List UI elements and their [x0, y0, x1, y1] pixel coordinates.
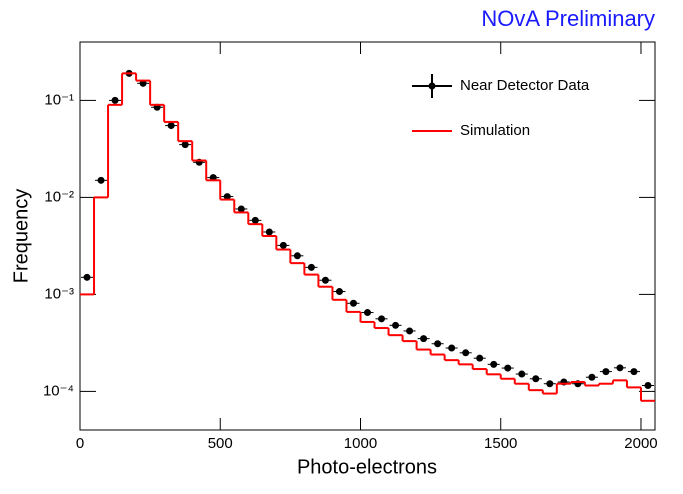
data-point — [251, 216, 259, 224]
x-tick-label: 1500 — [484, 435, 517, 452]
data-point — [532, 375, 540, 383]
data-point — [111, 96, 119, 104]
data-point — [462, 349, 470, 357]
data-point — [349, 299, 357, 307]
data-point — [293, 252, 301, 260]
y-axis-label: Frequency — [10, 189, 32, 284]
x-tick-label: 1000 — [344, 435, 377, 452]
y-tick-label: 10⁻⁴ — [43, 382, 74, 399]
x-tick-label: 500 — [208, 435, 233, 452]
data-point — [630, 368, 638, 376]
x-tick-label: 2000 — [624, 435, 657, 452]
chart-title: NOvA Preliminary — [481, 6, 655, 31]
data-point — [504, 364, 512, 372]
data-point — [181, 141, 189, 149]
data-point — [335, 288, 343, 296]
y-tick-label: 10⁻³ — [44, 285, 74, 302]
data-point — [616, 364, 624, 372]
y-tick-label: 10⁻² — [44, 188, 74, 205]
plot-frame — [79, 41, 656, 431]
data-point — [644, 382, 652, 390]
legend-label: Simulation — [460, 122, 530, 139]
data-point — [97, 176, 105, 184]
data-point — [321, 276, 329, 284]
legend-label: Near Detector Data — [460, 77, 590, 94]
data-point — [420, 335, 428, 343]
data-point — [167, 122, 175, 130]
y-tick-label: 10⁻¹ — [44, 91, 74, 108]
x-axis-label: Photo-electrons — [297, 456, 437, 478]
data-point — [364, 309, 371, 317]
data-point — [602, 368, 610, 376]
data-point — [265, 228, 273, 236]
data-point — [279, 241, 287, 249]
data-point — [476, 354, 484, 362]
data-point — [546, 380, 554, 388]
data-point — [434, 340, 442, 348]
data-point — [307, 263, 315, 271]
data-point — [490, 360, 498, 368]
x-tick-label: 0 — [76, 435, 84, 452]
data-point — [392, 321, 400, 329]
data-point — [223, 193, 231, 201]
data-point — [237, 205, 245, 213]
data-point — [588, 373, 596, 381]
legend-marker — [428, 82, 436, 90]
data-point — [378, 315, 386, 323]
data-point — [406, 327, 414, 335]
data-point — [518, 370, 526, 378]
data-point — [83, 273, 91, 281]
data-point — [448, 344, 456, 352]
